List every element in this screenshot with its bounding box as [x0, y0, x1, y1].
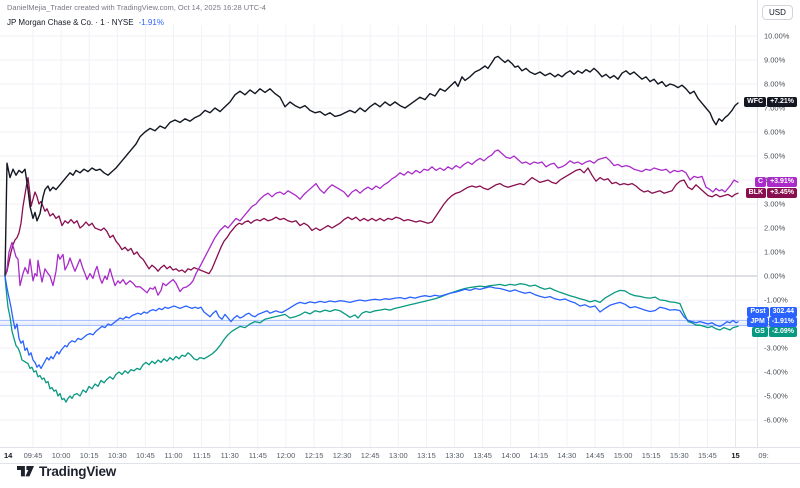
- time-tick-label: 15:15: [641, 451, 661, 460]
- time-tick-label: 13:15: [417, 451, 436, 460]
- tradingview-logo-icon: [17, 466, 34, 477]
- price-label-jpm: JPM -1.91%: [747, 317, 797, 328]
- price-tick-label: 2.00%: [764, 223, 786, 233]
- price-label-gs: GS -2.09%: [751, 327, 797, 338]
- time-tick-label: 10:00: [51, 451, 71, 460]
- price-label-ticker: GS: [751, 327, 768, 338]
- price-label-ticker: Post: [747, 307, 769, 318]
- tradingview-logo-text: TradingView: [39, 464, 117, 479]
- price-tick-label: 9.00%: [764, 55, 786, 65]
- price-label-value: -2.09%: [768, 327, 797, 338]
- post-price-band: [0, 320, 757, 326]
- price-tick-label: -4.00%: [764, 367, 788, 377]
- time-axis[interactable]: 14 09:45 10:00 10:15 10:30 10:45 11:00 11:15 11:…: [0, 447, 800, 464]
- price-label-value: -1.91%: [768, 317, 797, 328]
- time-tick-label: 10:45: [136, 451, 155, 460]
- time-tick-label: 12:00: [276, 451, 296, 460]
- time-tick-label: 11:15: [192, 451, 211, 460]
- time-tick-label: 14:30: [557, 451, 577, 460]
- series-line-wfc[interactable]: [4, 55, 739, 277]
- time-tick-label: 10:15: [79, 451, 99, 460]
- series-line-jpm[interactable]: [4, 275, 739, 370]
- price-tick-label: -6.00%: [764, 415, 788, 425]
- price-label-value: +3.91%: [767, 176, 797, 187]
- price-axis[interactable]: USD 10.00%9.00%8.00%7.00%6.00%5.00%4.00%…: [757, 0, 800, 462]
- series-line-blk[interactable]: [4, 167, 739, 277]
- price-tick-label: 10.00%: [764, 31, 790, 41]
- time-tick-label: 13:45: [473, 451, 492, 460]
- time-tick-label: 14:45: [585, 451, 605, 460]
- price-label-post: Post 302.44: [747, 307, 797, 318]
- series-line-gs[interactable]: [4, 275, 739, 403]
- price-label-value: 302.44: [769, 307, 797, 318]
- series-line-c[interactable]: [4, 149, 739, 296]
- price-tick-label: -5.00%: [764, 391, 788, 401]
- time-tick-label: 12:30: [332, 451, 352, 460]
- price-label-ticker: C: [755, 176, 767, 187]
- time-tick-label: 09:45: [23, 451, 43, 460]
- price-label-c: C +3.91%: [755, 176, 797, 187]
- legend-symbol-title: JP Morgan Chase & Co. · 1 · NYSE: [7, 18, 134, 27]
- time-tick-label: 11:30: [220, 451, 239, 460]
- time-tick-label: 15:45: [698, 451, 717, 460]
- legend-change: -1.91%: [138, 18, 164, 27]
- symbol-legend[interactable]: JP Morgan Chase & Co. · 1 · NYSE -1.91%: [7, 18, 164, 27]
- time-tick-label: 13:00: [388, 451, 408, 460]
- time-tick-label: 09:: [758, 451, 769, 460]
- time-tick-label: 15: [731, 451, 740, 460]
- price-tick-label: -1.00%: [764, 295, 788, 305]
- time-tick-label: 12:45: [360, 451, 380, 460]
- time-tick-label: 15:30: [669, 451, 689, 460]
- price-tick-label: 5.00%: [764, 151, 786, 161]
- price-label-wfc: WFC +7.21%: [744, 97, 797, 108]
- price-label-ticker: JPM: [747, 317, 768, 328]
- time-tick-label: 14:15: [529, 451, 549, 460]
- attribution-text: DanielMejia_Trader created with TradingV…: [7, 3, 266, 12]
- price-tick-label: 0.00%: [764, 271, 786, 281]
- time-tick-label: 10:30: [107, 451, 127, 460]
- price-label-value: +3.45%: [767, 187, 797, 198]
- price-tick-label: 8.00%: [764, 79, 786, 89]
- price-tick-label: 1.00%: [764, 247, 786, 257]
- price-label-ticker: BLK: [745, 187, 767, 198]
- price-label-ticker: WFC: [744, 97, 767, 108]
- usd-badge[interactable]: USD: [762, 5, 793, 20]
- time-tick-label: 14: [4, 451, 13, 460]
- time-tick-label: 15:00: [613, 451, 633, 460]
- price-tick-label: -3.00%: [764, 343, 788, 353]
- price-tick-label: 3.00%: [764, 199, 786, 209]
- price-label-value: +7.21%: [767, 97, 797, 108]
- tradingview-logo[interactable]: TradingView: [17, 463, 116, 480]
- time-tick-label: 11:00: [164, 451, 183, 460]
- price-tick-label: 6.00%: [764, 127, 786, 137]
- time-tick-label: 12:15: [304, 451, 324, 460]
- price-label-blk: BLK +3.45%: [745, 187, 797, 198]
- price-tick-label: 7.00%: [764, 103, 786, 113]
- time-tick-label: 14:00: [501, 451, 521, 460]
- time-tick-label: 13:30: [445, 451, 464, 460]
- time-tick-label: 11:45: [248, 451, 267, 460]
